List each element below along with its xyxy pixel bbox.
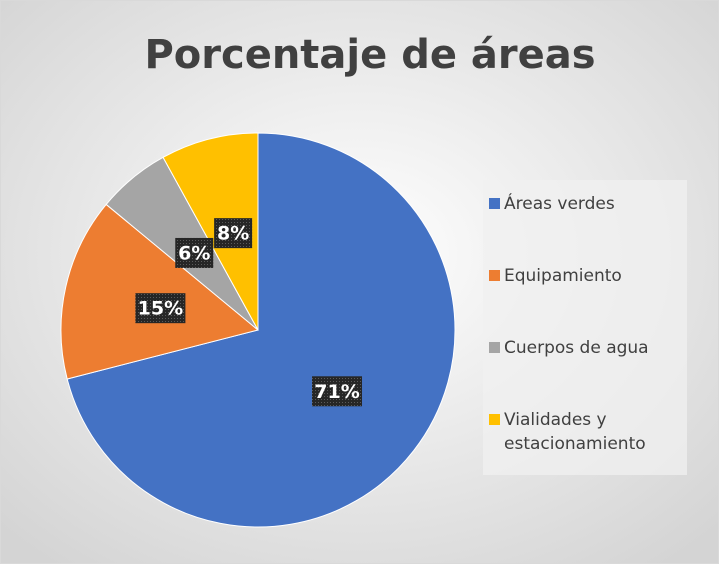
legend-label: Equipamiento	[504, 266, 622, 286]
legend-item: Vialidades y estacionamiento	[489, 408, 681, 456]
data-label-box	[135, 293, 186, 324]
legend-label: Cuerpos de agua	[504, 338, 649, 358]
pie-slice	[60, 203, 260, 380]
pie-slice	[66, 132, 456, 528]
legend-item: Áreas verdes	[489, 192, 681, 216]
pie-slice	[162, 132, 259, 331]
chart-title: Porcentaje de áreas	[144, 32, 595, 78]
legend-item: Equipamiento	[489, 264, 681, 288]
data-label: 71%	[314, 381, 359, 403]
legend-label: Vialidades y estacionamiento	[504, 410, 646, 454]
legend-swatch	[489, 342, 500, 353]
legend-label: Áreas verdes	[504, 194, 615, 214]
legend: Áreas verdes Equipamiento Cuerpos de agua V…	[483, 180, 687, 475]
data-label-box	[175, 237, 214, 268]
data-label: 6%	[178, 242, 210, 264]
legend-swatch	[489, 198, 500, 209]
data-label: 8%	[217, 223, 249, 245]
data-label-box	[214, 218, 253, 249]
data-label: 15%	[138, 298, 183, 320]
data-label-box	[312, 376, 363, 407]
legend-swatch	[489, 270, 500, 281]
legend-swatch	[489, 414, 500, 425]
legend-item: Cuerpos de agua	[489, 336, 681, 360]
